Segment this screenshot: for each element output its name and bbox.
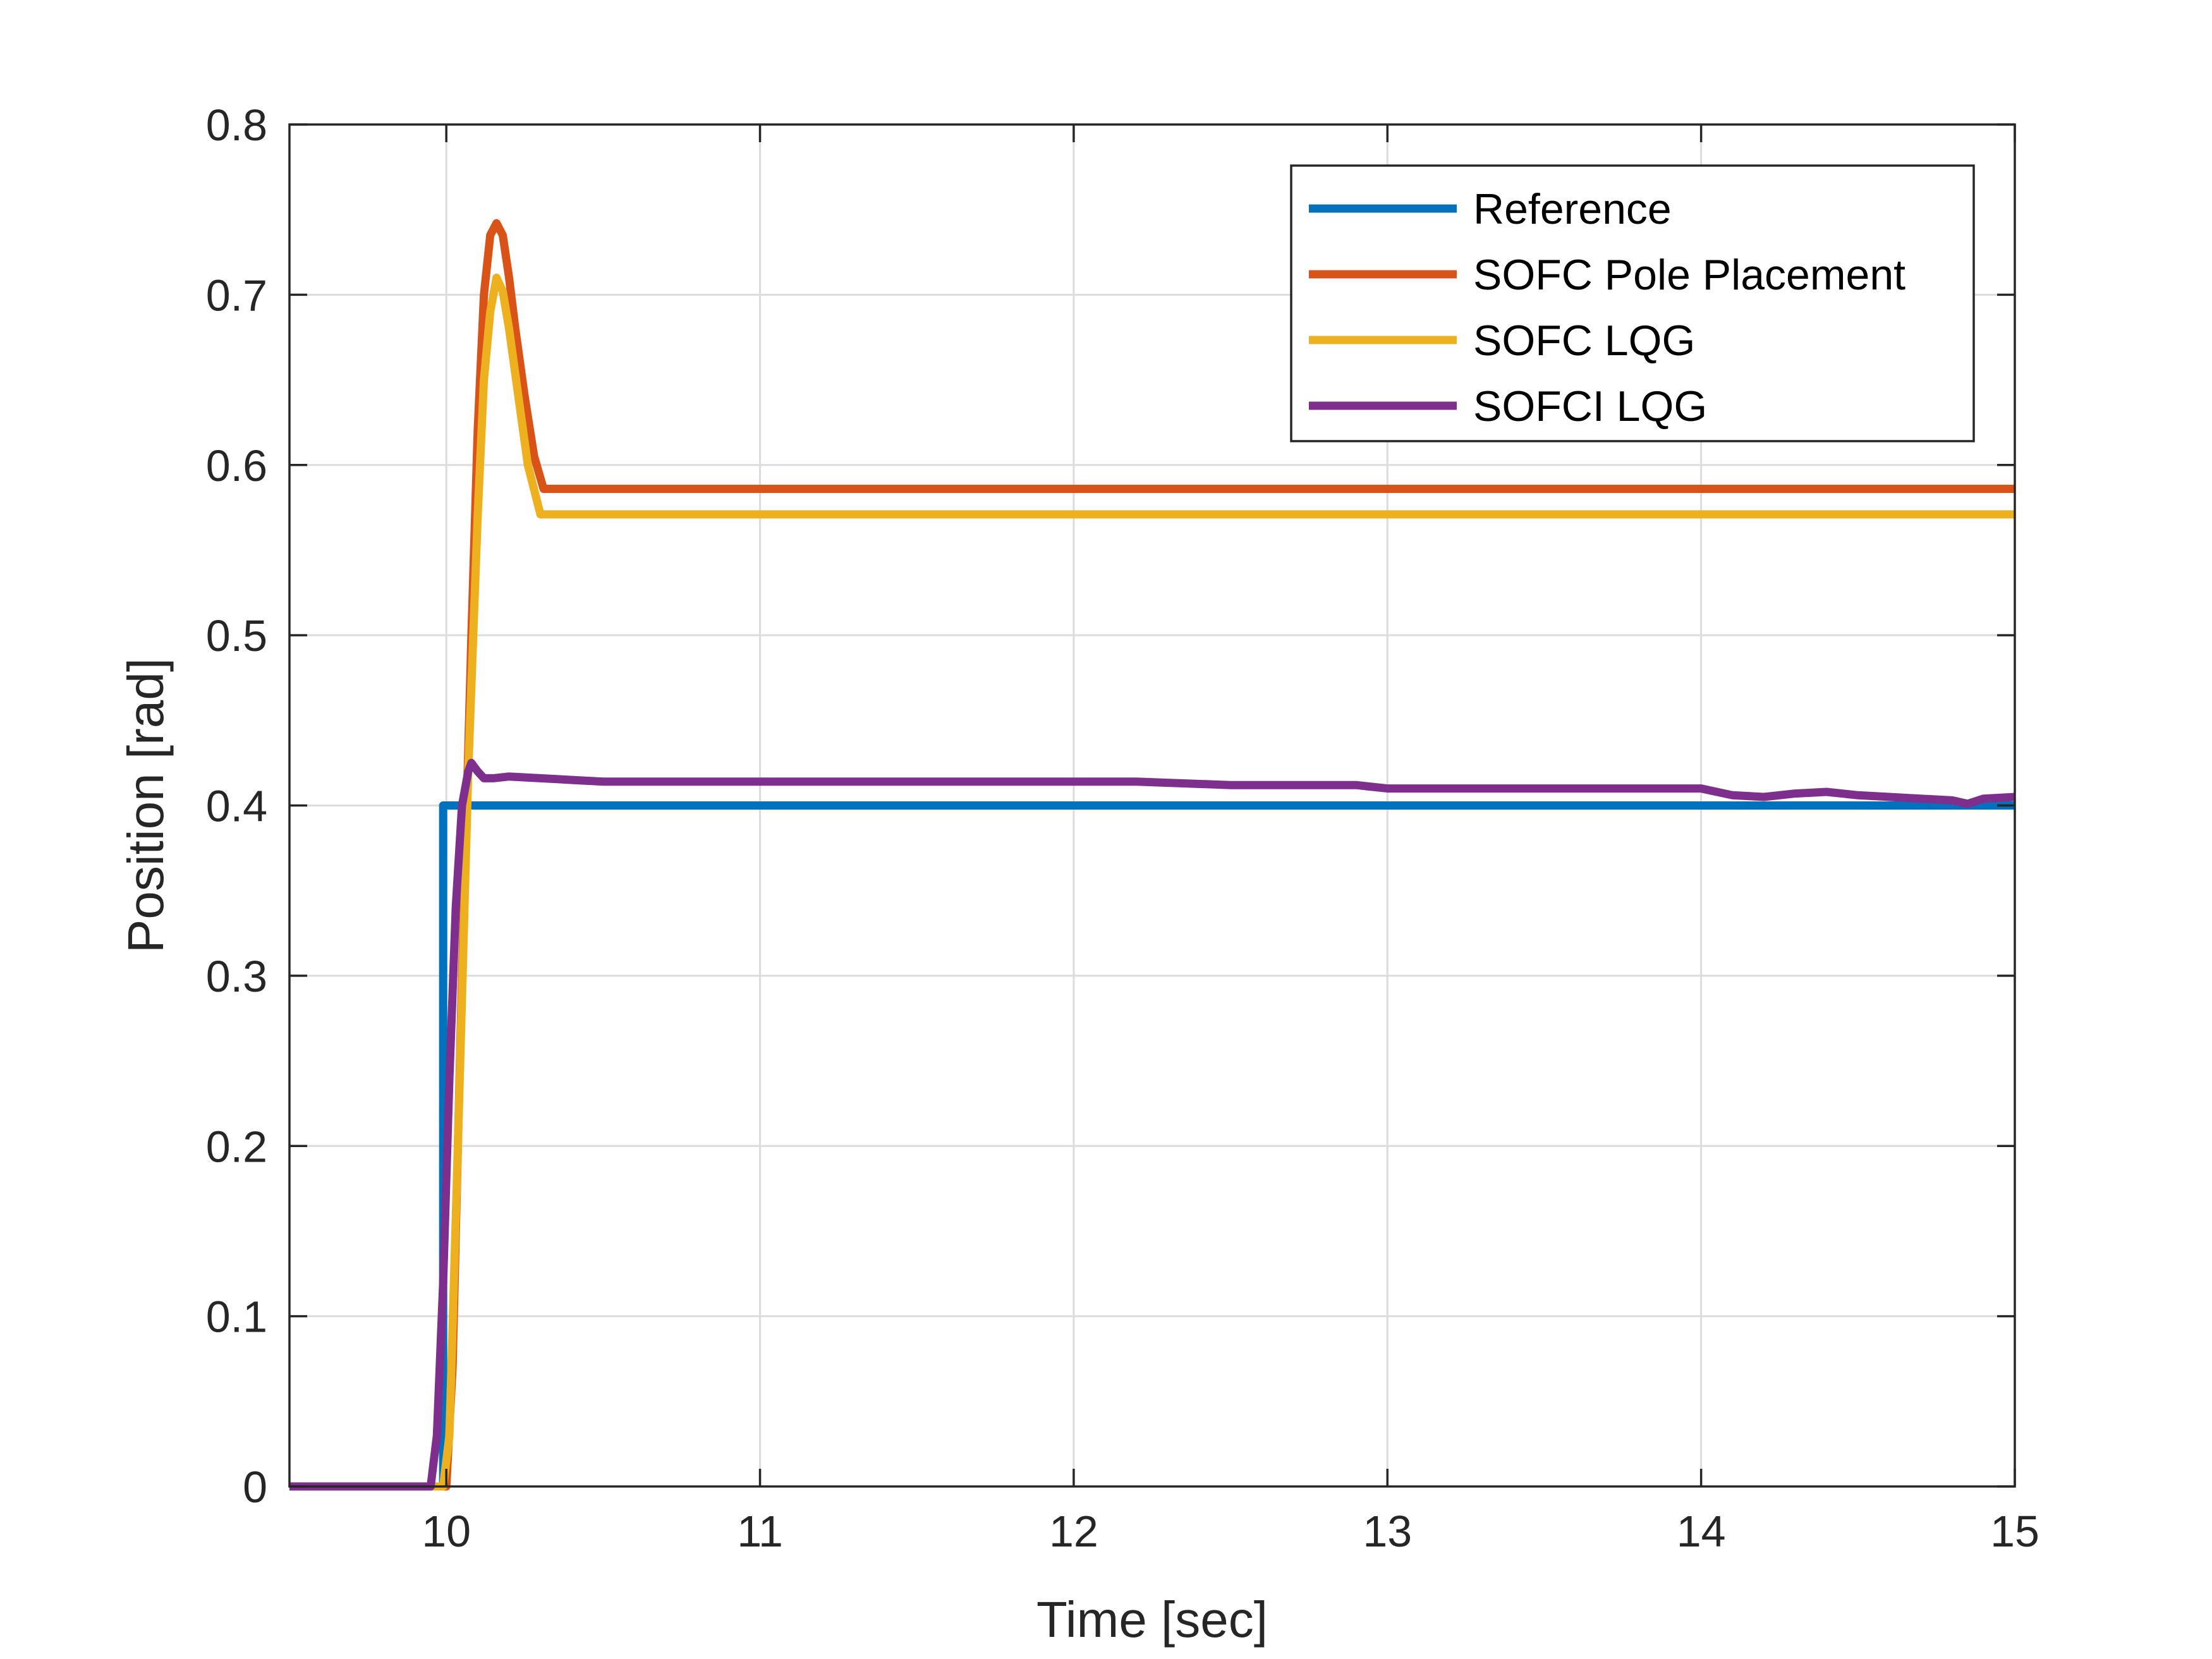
- y-tick-label: 0.5: [206, 611, 267, 660]
- y-tick-label: 0.8: [206, 100, 267, 150]
- y-tick-label: 0: [243, 1462, 267, 1512]
- y-axis-label: Position [rad]: [118, 658, 174, 953]
- legend: Reference SOFC Pole Placement SOFC LQG SOFC…: [1290, 164, 1975, 442]
- series-line-3: [289, 273, 2015, 1491]
- tick-labels: 10 11 12 13 14 15 0 0.1 0.2 0.3 0.4 0.5 0.6 0.7 0.8: [206, 100, 2039, 1556]
- ticks: [289, 123, 2016, 1488]
- y-tick-label: 0.3: [206, 952, 267, 1001]
- legend-label-1: Reference: [1473, 185, 1672, 233]
- legend-label-3: SOFC LQG: [1473, 317, 1695, 365]
- x-tick-label: 10: [422, 1507, 471, 1556]
- y-tick-label: 0.7: [206, 270, 267, 320]
- x-tick-label: 11: [737, 1507, 783, 1556]
- legend-label-2: SOFC Pole Placement: [1473, 251, 1905, 299]
- y-tick-label: 0.2: [206, 1122, 267, 1171]
- x-tick-label: 14: [1677, 1507, 1726, 1556]
- series-line-4: [289, 758, 2015, 1491]
- y-tick-label: 0.4: [206, 782, 267, 831]
- x-tick-label: 15: [1990, 1507, 2039, 1556]
- x-tick-label: 13: [1363, 1507, 1412, 1556]
- legend-label-4: SOFCI LQG: [1473, 382, 1707, 430]
- legend-entries: Reference SOFC Pole Placement SOFC LQG SOFC…: [1309, 185, 1905, 430]
- x-axis-label: Time [sec]: [1036, 1591, 1268, 1648]
- y-tick-label: 0.6: [206, 441, 267, 490]
- y-tick-label: 0.1: [206, 1292, 267, 1342]
- x-tick-label: 12: [1049, 1507, 1098, 1556]
